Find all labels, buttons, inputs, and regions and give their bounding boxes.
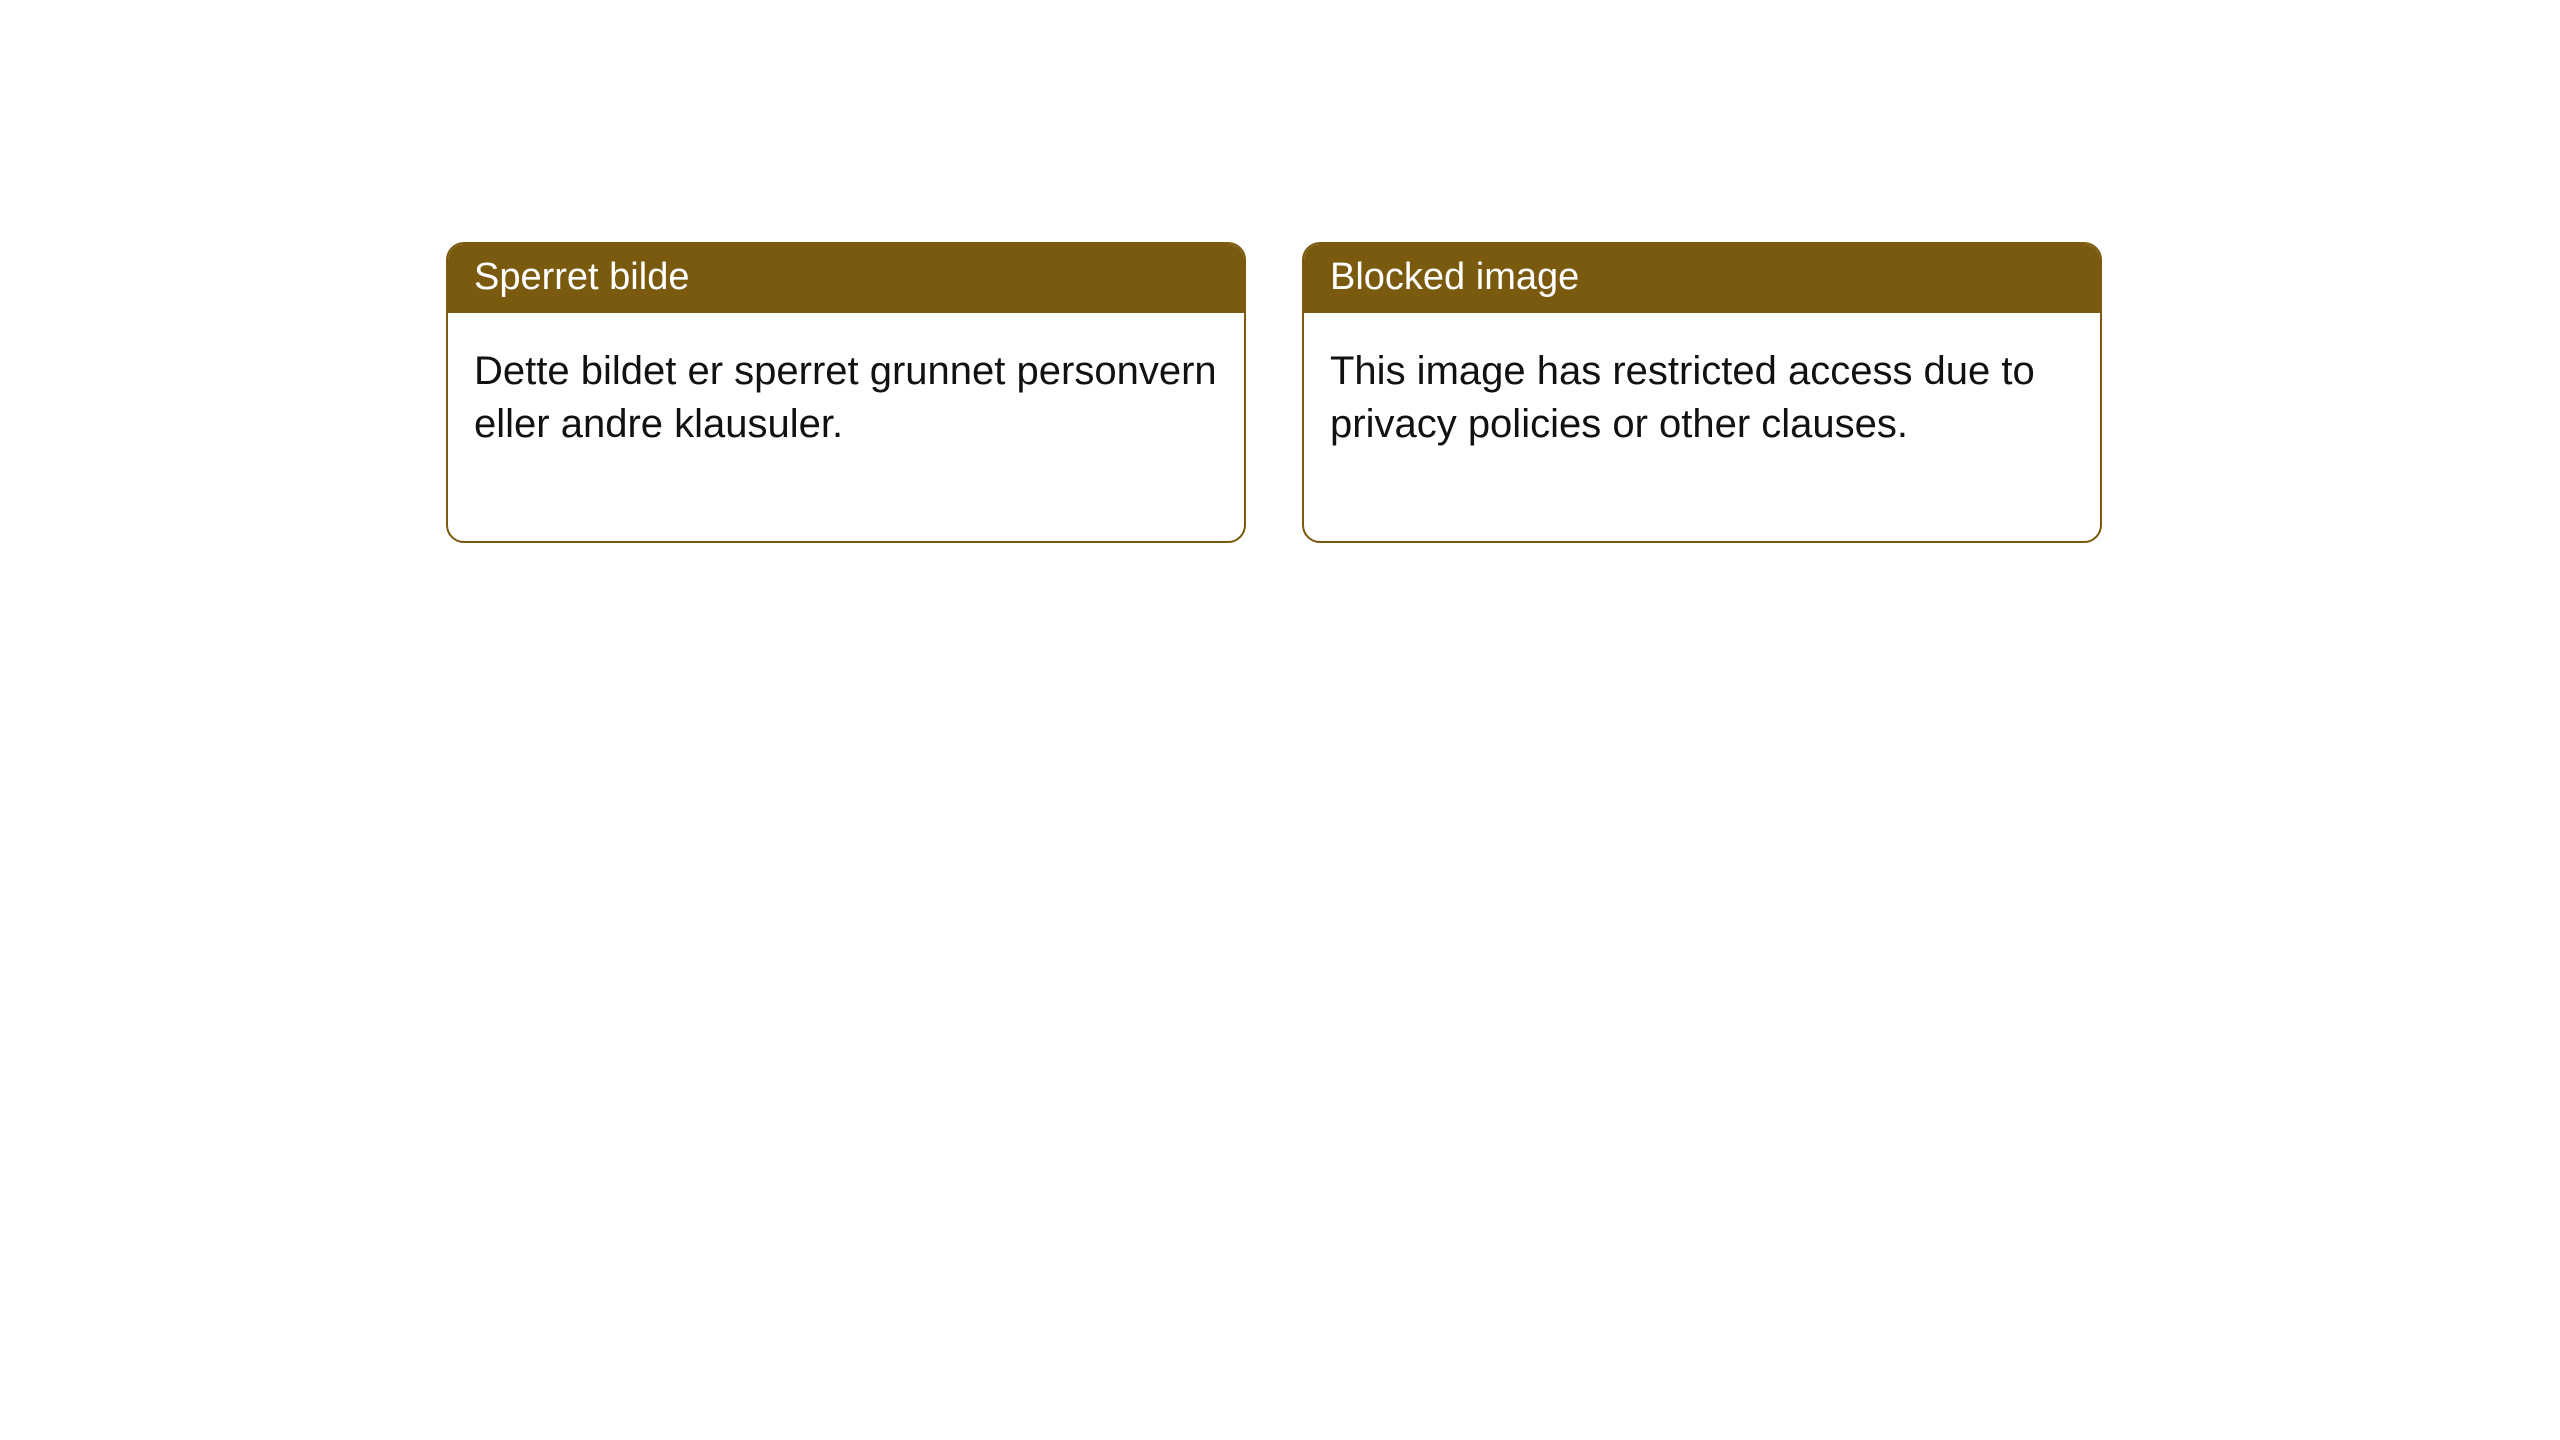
notice-body-text: Dette bildet er sperret grunnet personve… bbox=[474, 349, 1217, 446]
notice-body: This image has restricted access due to … bbox=[1304, 313, 2100, 541]
notice-body: Dette bildet er sperret grunnet personve… bbox=[448, 313, 1244, 541]
notice-card-norwegian: Sperret bilde Dette bildet er sperret gr… bbox=[446, 242, 1246, 543]
notice-card-english: Blocked image This image has restricted … bbox=[1302, 242, 2102, 543]
notice-title: Blocked image bbox=[1330, 256, 1579, 298]
notice-body-text: This image has restricted access due to … bbox=[1330, 349, 2035, 446]
notice-header: Sperret bilde bbox=[448, 244, 1244, 313]
notice-header: Blocked image bbox=[1304, 244, 2100, 313]
notice-container: Sperret bilde Dette bildet er sperret gr… bbox=[446, 242, 2102, 543]
notice-title: Sperret bilde bbox=[474, 256, 689, 298]
